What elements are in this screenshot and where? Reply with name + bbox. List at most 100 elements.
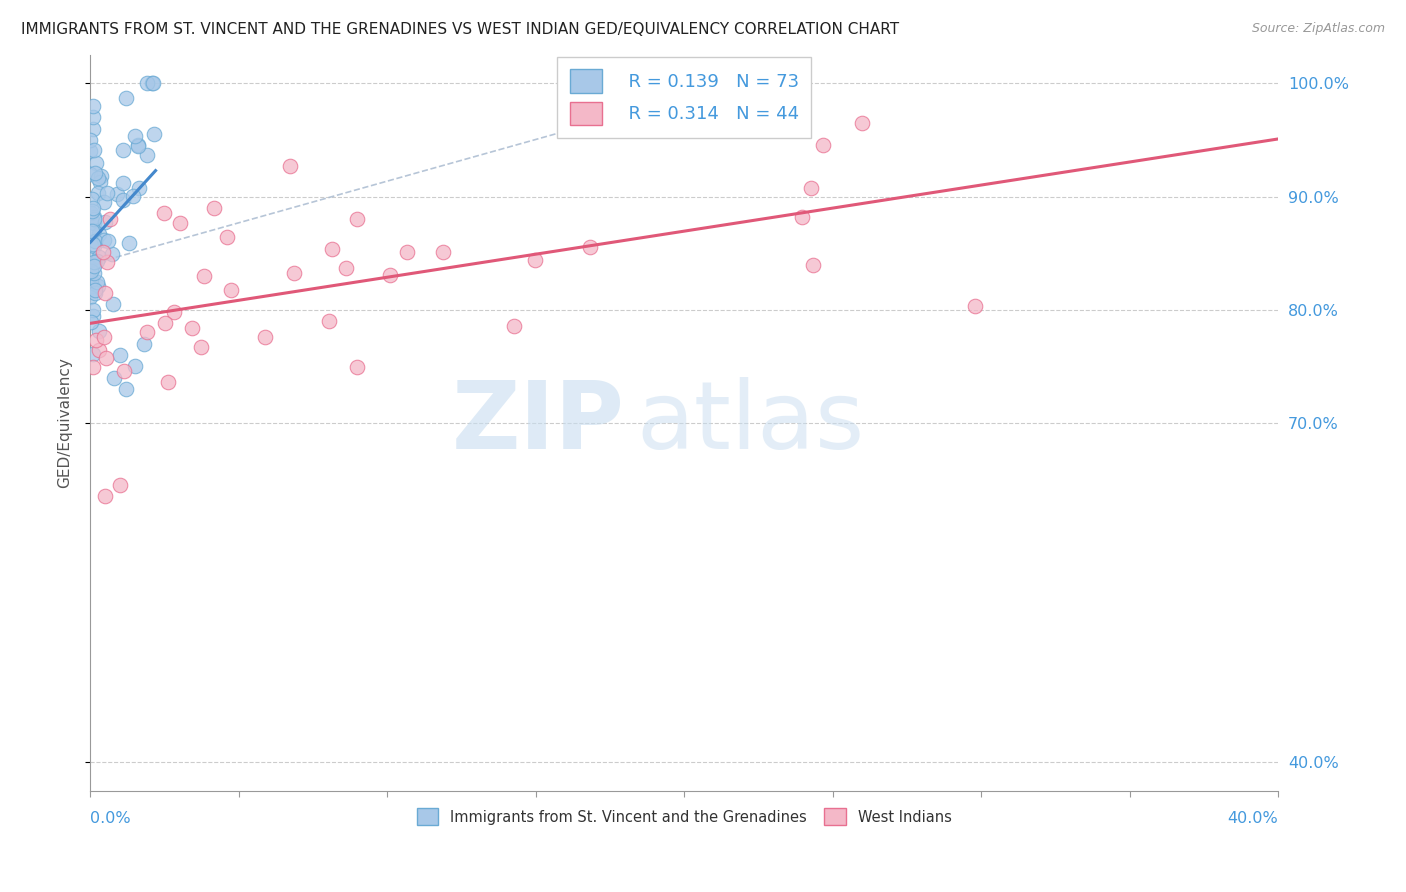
Point xyxy=(101,246,124,260)
Point xyxy=(94,490,117,504)
Point xyxy=(135,326,157,340)
Point xyxy=(103,370,125,384)
Point xyxy=(80,203,103,218)
Point xyxy=(579,240,602,254)
Point xyxy=(87,279,110,293)
Point xyxy=(79,133,101,147)
Point xyxy=(121,189,143,203)
Point xyxy=(79,167,101,181)
Point xyxy=(202,201,225,215)
Point xyxy=(93,215,115,229)
Point xyxy=(83,216,105,230)
Point xyxy=(89,175,111,189)
Legend: Immigrants from St. Vincent and the Grenadines, West Indians: Immigrants from St. Vincent and the Gren… xyxy=(411,803,957,831)
Point xyxy=(283,266,305,280)
Point xyxy=(800,181,823,195)
Point xyxy=(84,155,107,169)
Point xyxy=(87,227,110,241)
Point xyxy=(118,235,141,250)
Point xyxy=(83,239,105,253)
Point xyxy=(82,99,104,113)
Point xyxy=(115,382,138,396)
Point xyxy=(254,330,277,344)
Text: IMMIGRANTS FROM ST. VINCENT AND THE GRENADINES VS WEST INDIAN GED/EQUIVALENCY CO: IMMIGRANTS FROM ST. VINCENT AND THE GREN… xyxy=(21,22,900,37)
Text: atlas: atlas xyxy=(637,376,865,469)
Point xyxy=(79,315,101,329)
Point xyxy=(80,223,103,237)
Point xyxy=(811,138,834,153)
Point xyxy=(83,166,105,180)
Text: 40.0%: 40.0% xyxy=(1227,811,1278,826)
Point xyxy=(108,348,131,362)
Point xyxy=(93,286,115,301)
Point xyxy=(89,251,111,265)
Point xyxy=(82,347,104,361)
Point xyxy=(82,121,104,136)
Point xyxy=(219,283,242,297)
Point xyxy=(180,321,202,335)
Point xyxy=(89,324,111,338)
Point xyxy=(135,77,157,91)
Point xyxy=(82,309,104,323)
Point xyxy=(83,234,105,248)
Point xyxy=(98,211,121,226)
Point xyxy=(128,181,150,195)
Point xyxy=(124,129,146,144)
Point xyxy=(851,116,873,130)
Point xyxy=(82,279,104,293)
Point xyxy=(136,148,159,162)
Point xyxy=(82,111,104,125)
Point xyxy=(503,319,526,334)
Point xyxy=(321,242,343,256)
Point xyxy=(79,206,101,220)
Point xyxy=(105,186,128,201)
Point xyxy=(79,290,101,304)
Point xyxy=(111,193,134,207)
Point xyxy=(93,330,115,344)
Point xyxy=(142,128,165,142)
Point xyxy=(190,340,212,354)
Point xyxy=(84,283,107,297)
Point xyxy=(318,314,340,328)
Point xyxy=(156,376,179,390)
Point xyxy=(524,252,547,267)
Point xyxy=(114,91,136,105)
Point xyxy=(83,223,105,237)
Point xyxy=(153,316,176,330)
Point xyxy=(96,351,118,365)
Point xyxy=(87,343,110,357)
Point xyxy=(132,336,155,351)
Point xyxy=(96,255,118,269)
Point xyxy=(378,268,401,282)
Point xyxy=(432,245,454,260)
Point xyxy=(80,264,103,278)
Point xyxy=(93,233,115,247)
Point xyxy=(169,216,191,230)
Point xyxy=(346,211,368,226)
Point xyxy=(86,254,108,268)
Point xyxy=(346,360,368,375)
Point xyxy=(152,206,174,220)
Point xyxy=(83,255,105,269)
Point xyxy=(93,195,115,210)
Point xyxy=(80,272,103,286)
Point xyxy=(111,143,134,157)
Point xyxy=(82,252,104,266)
Point xyxy=(96,186,118,200)
Point xyxy=(83,211,105,226)
Point xyxy=(87,171,110,186)
Point xyxy=(82,303,104,318)
Y-axis label: GED/Equivalency: GED/Equivalency xyxy=(58,358,72,488)
Point xyxy=(163,304,186,318)
Point xyxy=(193,269,215,284)
Point xyxy=(395,244,418,259)
Point xyxy=(101,297,124,311)
Point xyxy=(83,260,105,274)
Point xyxy=(86,275,108,289)
Point xyxy=(82,193,104,207)
Point xyxy=(83,211,105,225)
Point xyxy=(215,229,238,244)
Point xyxy=(84,285,107,300)
Point xyxy=(84,333,107,347)
Point xyxy=(97,235,120,249)
